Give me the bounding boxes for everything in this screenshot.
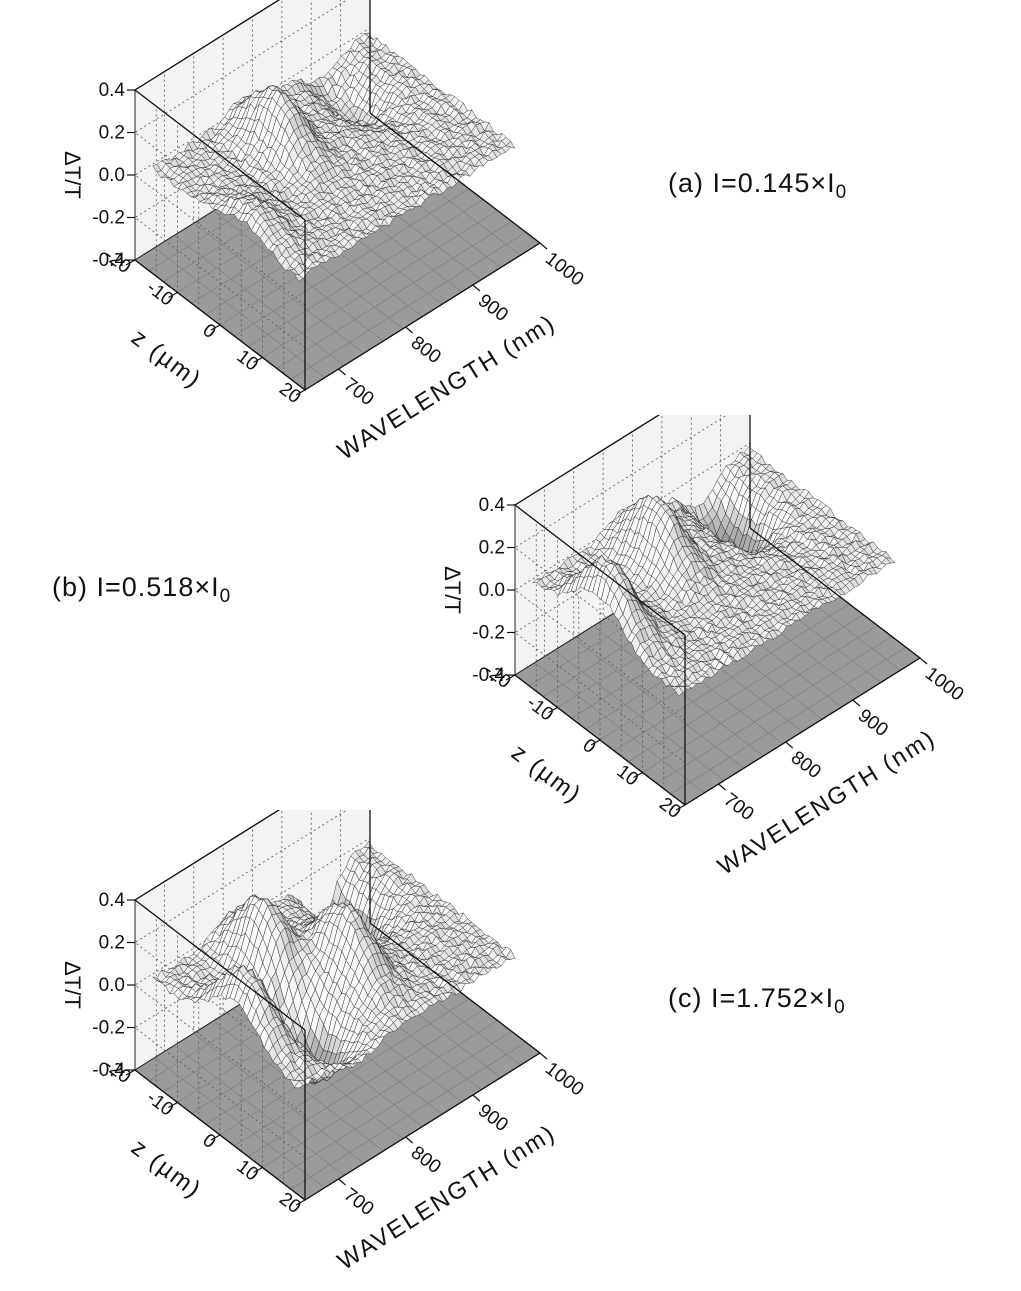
zaxis-tick-label: -0.4 (92, 1060, 125, 1081)
zaxis-title: ΔT/T (440, 566, 465, 614)
panel-label-a: (a) I=0.145×I0 (668, 168, 848, 203)
xaxis-tick-label: 1000 (921, 663, 967, 705)
yaxis-title: z (µm) (126, 1134, 207, 1204)
xaxis-tick-label: 1000 (541, 248, 587, 290)
zaxis-tick-label: 0.2 (479, 538, 505, 559)
zaxis-ticks: 0.4 0.2 0.0 -0.2 -0.4 (92, 80, 135, 271)
zaxis-tick-label: 0.0 (99, 975, 125, 996)
yaxis-title: z (µm) (506, 739, 587, 809)
zaxis-tick-label: 0.4 (99, 890, 126, 911)
zaxis-tick-label: 0.0 (99, 165, 125, 186)
zaxis-tick-label: -0.2 (92, 1018, 125, 1039)
xaxis-tick-label: 900 (854, 705, 892, 741)
zaxis-tick-label: -0.2 (92, 208, 125, 229)
xaxis-tick-label: 700 (720, 789, 758, 825)
zaxis-tick-label: -0.2 (472, 623, 505, 644)
surface-mesh (152, 840, 516, 1089)
yaxis-title: z (µm) (126, 324, 207, 394)
zaxis-title: ΔT/T (60, 151, 85, 199)
zaxis-ticks: 0.4 0.2 0.0 -0.2 -0.4 (92, 890, 135, 1081)
zaxis-tick-label: 0.4 (99, 80, 126, 101)
yaxis-tick-label: 0 (199, 1130, 220, 1153)
surface-mesh (531, 446, 896, 697)
xaxis-tick-label: 1000 (541, 1058, 587, 1100)
zaxis-tick-label: 0.4 (479, 495, 506, 516)
zaxis-tick-label: 0.0 (479, 580, 505, 601)
xaxis-tick-label: 900 (474, 290, 512, 326)
zaxis-title: ΔT/T (60, 961, 85, 1009)
zaxis-tick-label: 0.2 (99, 123, 125, 144)
xaxis-tick-label: 900 (474, 1100, 512, 1136)
panel-label-c: (c) I=1.752×I0 (668, 983, 846, 1018)
xaxis-tick-label: 800 (407, 332, 445, 368)
yaxis-tick-label: 0 (579, 735, 600, 758)
panel-label-b: (b) I=0.518×I0 (52, 572, 232, 607)
zaxis-ticks: 0.4 0.2 0.0 -0.2 -0.4 (472, 495, 515, 686)
xaxis-tick-label: 700 (340, 374, 378, 410)
xaxis-tick-label: 800 (407, 1142, 445, 1178)
zaxis-tick-label: 0.2 (99, 933, 125, 954)
xaxis-tick-label: 800 (787, 747, 825, 783)
yaxis-tick-label: 0 (199, 320, 220, 343)
zaxis-tick-label: -0.4 (472, 665, 505, 686)
zaxis-tick-label: -0.4 (92, 250, 125, 271)
xaxis-tick-label: 700 (340, 1184, 378, 1220)
